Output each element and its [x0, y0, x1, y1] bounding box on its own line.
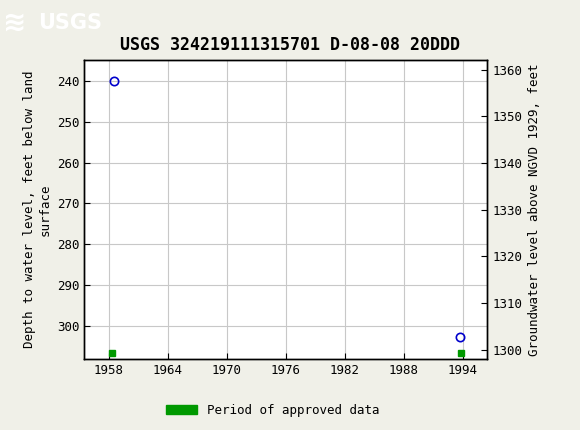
Text: USGS 324219111315701 D-08-08 20DDD: USGS 324219111315701 D-08-08 20DDD — [120, 36, 460, 54]
Y-axis label: Depth to water level, feet below land
surface: Depth to water level, feet below land su… — [23, 71, 51, 348]
Legend: Period of approved data: Period of approved data — [161, 399, 385, 421]
Text: USGS: USGS — [38, 12, 102, 33]
Y-axis label: Groundwater level above NGVD 1929, feet: Groundwater level above NGVD 1929, feet — [528, 63, 541, 356]
Text: ≋: ≋ — [3, 9, 26, 37]
